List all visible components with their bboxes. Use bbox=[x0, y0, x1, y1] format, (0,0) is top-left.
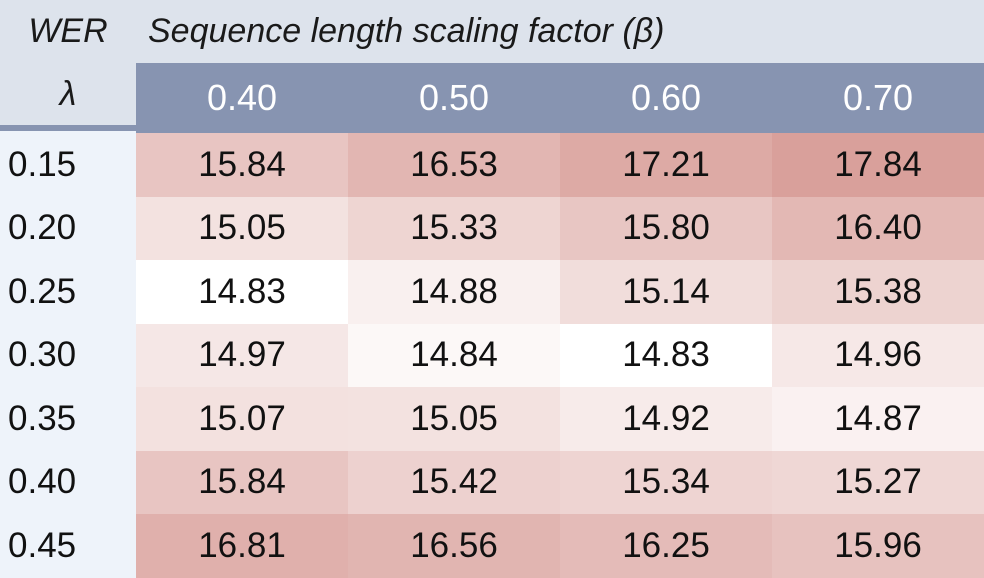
column-header: 0.50 bbox=[348, 63, 560, 133]
heatmap-cell: 15.34 bbox=[560, 450, 772, 514]
row-label: 0.45 bbox=[8, 525, 77, 565]
column-header: 0.60 bbox=[560, 63, 772, 133]
heatmap-cell: 16.25 bbox=[560, 514, 772, 578]
heatmap-cell: 15.27 bbox=[772, 450, 984, 514]
heatmap-cell: 14.88 bbox=[348, 260, 560, 324]
row-axis-label: λ bbox=[59, 74, 77, 113]
heatmap-cell: 14.83 bbox=[560, 323, 772, 387]
row-label: 0.35 bbox=[8, 398, 77, 438]
heatmap-cell: 17.84 bbox=[772, 133, 984, 197]
heatmap-cell: 15.05 bbox=[136, 196, 348, 260]
corner-label: WER bbox=[28, 12, 108, 50]
heatmap-cell: 15.07 bbox=[136, 387, 348, 451]
heatmap-cell: 14.97 bbox=[136, 323, 348, 387]
row-label: 0.15 bbox=[8, 144, 77, 184]
heatmap-cell: 16.81 bbox=[136, 514, 348, 578]
heatmap-cell: 14.96 bbox=[772, 323, 984, 387]
row-label: 0.20 bbox=[8, 208, 77, 248]
row-label: 0.30 bbox=[8, 335, 77, 375]
heatmap-cell: 15.84 bbox=[136, 450, 348, 514]
heatmap-cell: 16.56 bbox=[348, 514, 560, 578]
heatmap-cell: 16.53 bbox=[348, 133, 560, 197]
heatmap-cell: 15.14 bbox=[560, 260, 772, 324]
row-label: 0.25 bbox=[8, 271, 77, 311]
row-label: 0.40 bbox=[8, 462, 77, 502]
header-separator bbox=[0, 125, 136, 131]
heatmap-cell: 15.96 bbox=[772, 514, 984, 578]
heatmap-cell: 15.84 bbox=[136, 133, 348, 197]
heatmap-cell: 15.80 bbox=[560, 196, 772, 260]
heatmap-cell: 17.21 bbox=[560, 133, 772, 197]
column-axis-label: Sequence length scaling factor (β) bbox=[148, 12, 665, 50]
heatmap-cell: 14.84 bbox=[348, 323, 560, 387]
heatmap-cell: 15.42 bbox=[348, 450, 560, 514]
heatmap-cell: 14.83 bbox=[136, 260, 348, 324]
row-label-column bbox=[0, 131, 136, 578]
heatmap-cell: 15.38 bbox=[772, 260, 984, 324]
column-header: 0.40 bbox=[136, 63, 348, 133]
heatmap-cell: 16.40 bbox=[772, 196, 984, 260]
column-header: 0.70 bbox=[772, 63, 984, 133]
heatmap-cell: 15.05 bbox=[348, 387, 560, 451]
heatmap-cell: 14.87 bbox=[772, 387, 984, 451]
heatmap-cell: 15.33 bbox=[348, 196, 560, 260]
heatmap-cell: 14.92 bbox=[560, 387, 772, 451]
